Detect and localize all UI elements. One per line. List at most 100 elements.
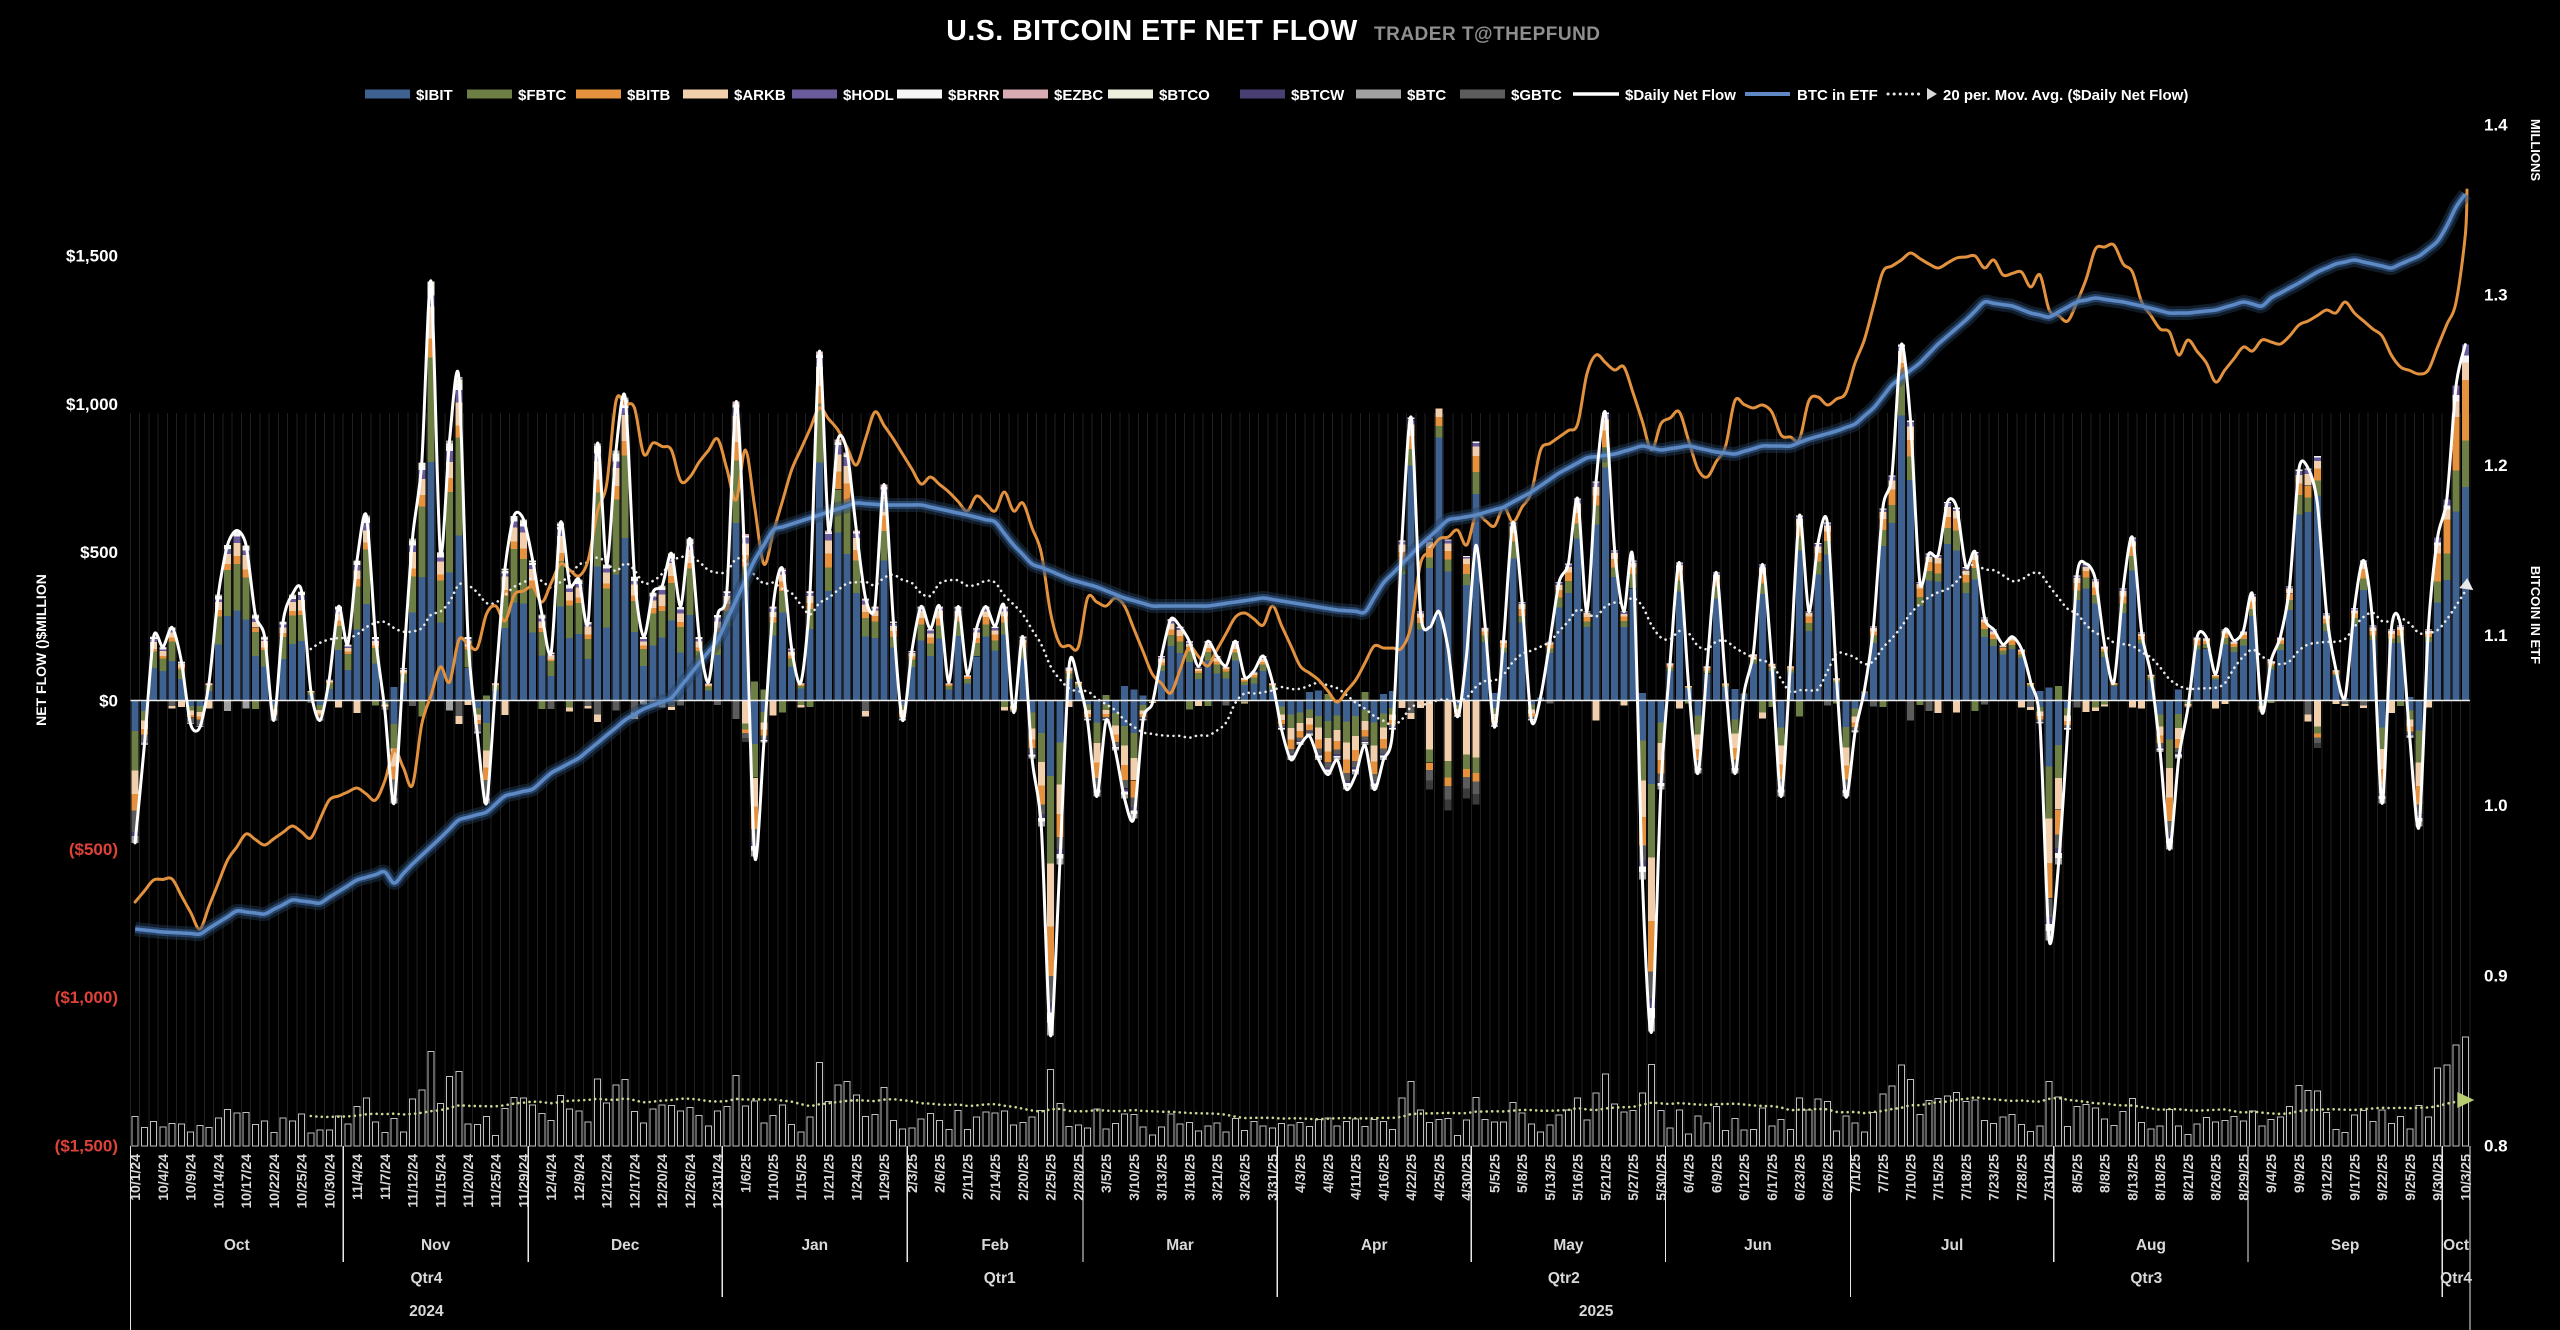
- svg-text:BITCOIN IN ETF: BITCOIN IN ETF: [2528, 566, 2543, 664]
- svg-text:3/5/25: 3/5/25: [1098, 1154, 1114, 1193]
- svg-text:$IBIT: $IBIT: [416, 87, 453, 104]
- svg-text:11/12/24: 11/12/24: [405, 1154, 421, 1208]
- svg-text:Oct: Oct: [224, 1237, 250, 1254]
- svg-text:2024: 2024: [409, 1303, 444, 1320]
- svg-text:Sep: Sep: [2331, 1237, 2359, 1254]
- svg-text:Jul: Jul: [1941, 1237, 1963, 1254]
- svg-text:1.1: 1.1: [2484, 626, 2508, 645]
- svg-text:$Daily Net Flow: $Daily Net Flow: [1625, 87, 1736, 104]
- svg-text:12/26/24: 12/26/24: [682, 1154, 698, 1209]
- svg-text:$ARKB: $ARKB: [734, 87, 786, 104]
- svg-text:6/26/25: 6/26/25: [1819, 1154, 1835, 1201]
- svg-text:12/20/24: 12/20/24: [654, 1154, 670, 1209]
- svg-text:10/1/24: 10/1/24: [127, 1154, 143, 1201]
- svg-text:11/29/24: 11/29/24: [516, 1154, 532, 1208]
- svg-text:1/29/25: 1/29/25: [876, 1154, 892, 1201]
- svg-text:Jan: Jan: [801, 1237, 828, 1254]
- svg-text:9/12/25: 9/12/25: [2319, 1154, 2335, 1201]
- svg-text:1/15/25: 1/15/25: [793, 1154, 809, 1201]
- svg-text:Feb: Feb: [981, 1237, 1009, 1254]
- svg-text:U.S. BITCOIN ETF NET FLOW: U.S. BITCOIN ETF NET FLOW: [946, 15, 1357, 47]
- svg-text:$BITB: $BITB: [627, 87, 671, 104]
- svg-text:1/21/25: 1/21/25: [821, 1154, 837, 1201]
- svg-text:4/8/25: 4/8/25: [1320, 1154, 1336, 1193]
- svg-text:7/1/25: 7/1/25: [1847, 1154, 1863, 1193]
- svg-text:($1,000): ($1,000): [55, 988, 118, 1007]
- svg-text:$BTCO: $BTCO: [1159, 87, 1210, 104]
- svg-text:BTC in ETF: BTC in ETF: [1797, 87, 1878, 104]
- svg-text:$500: $500: [80, 543, 118, 562]
- svg-text:4/22/25: 4/22/25: [1403, 1154, 1419, 1201]
- svg-text:$1,000: $1,000: [66, 395, 118, 414]
- svg-text:11/4/24: 11/4/24: [349, 1154, 365, 1200]
- svg-text:9/4/25: 9/4/25: [2263, 1154, 2279, 1193]
- svg-text:2/28/25: 2/28/25: [1070, 1154, 1086, 1201]
- svg-text:May: May: [1553, 1237, 1584, 1254]
- svg-text:10/30/24: 10/30/24: [321, 1154, 337, 1209]
- svg-text:5/13/25: 5/13/25: [1542, 1154, 1558, 1201]
- svg-text:4/11/25: 4/11/25: [1348, 1154, 1364, 1200]
- svg-text:10/17/24: 10/17/24: [238, 1154, 254, 1209]
- svg-text:12/17/24: 12/17/24: [627, 1154, 643, 1209]
- svg-text:Qtr1: Qtr1: [984, 1270, 1016, 1287]
- svg-text:10/4/24: 10/4/24: [155, 1154, 171, 1201]
- svg-text:3/31/25: 3/31/25: [1265, 1154, 1281, 1201]
- svg-text:3/10/25: 3/10/25: [1126, 1154, 1142, 1201]
- svg-text:10/22/24: 10/22/24: [266, 1154, 282, 1209]
- svg-text:Aug: Aug: [2136, 1237, 2166, 1254]
- svg-text:20 per. Mov. Avg. ($Daily Net: 20 per. Mov. Avg. ($Daily Net Flow): [1943, 87, 2188, 104]
- svg-text:$GBTC: $GBTC: [1511, 87, 1562, 104]
- svg-text:4/25/25: 4/25/25: [1431, 1154, 1447, 1201]
- svg-text:11/7/24: 11/7/24: [377, 1154, 393, 1200]
- svg-text:7/28/25: 7/28/25: [2014, 1154, 2030, 1201]
- svg-text:0.9: 0.9: [2484, 966, 2508, 985]
- svg-text:5/5/25: 5/5/25: [1486, 1154, 1502, 1193]
- svg-text:12/4/24: 12/4/24: [543, 1154, 559, 1201]
- svg-text:Qtr4: Qtr4: [2440, 1270, 2472, 1287]
- svg-text:8/26/25: 8/26/25: [2208, 1154, 2224, 1201]
- svg-text:0.8: 0.8: [2484, 1137, 2508, 1156]
- svg-text:5/30/25: 5/30/25: [1653, 1154, 1669, 1201]
- svg-text:8/5/25: 8/5/25: [2069, 1154, 2085, 1193]
- svg-text:9/17/25: 9/17/25: [2346, 1154, 2362, 1201]
- svg-text:$FBTC: $FBTC: [518, 87, 567, 104]
- svg-text:$1,500: $1,500: [66, 247, 118, 266]
- svg-text:1.2: 1.2: [2484, 456, 2508, 475]
- svg-text:8/8/25: 8/8/25: [2097, 1154, 2113, 1193]
- svg-text:2/14/25: 2/14/25: [987, 1154, 1003, 1201]
- svg-text:2/20/25: 2/20/25: [1015, 1154, 1031, 1201]
- svg-text:7/18/25: 7/18/25: [1958, 1154, 1974, 1201]
- svg-text:$EZBC: $EZBC: [1054, 87, 1103, 104]
- svg-text:7/10/25: 7/10/25: [1903, 1154, 1919, 1201]
- svg-text:5/8/25: 5/8/25: [1514, 1154, 1530, 1193]
- svg-text:12/9/24: 12/9/24: [571, 1154, 587, 1201]
- svg-text:6/12/25: 6/12/25: [1736, 1154, 1752, 1201]
- svg-text:1.0: 1.0: [2484, 796, 2508, 815]
- svg-text:6/9/25: 6/9/25: [1708, 1154, 1724, 1193]
- svg-text:$BTC: $BTC: [1407, 87, 1446, 104]
- svg-text:2/11/25: 2/11/25: [959, 1154, 975, 1200]
- svg-text:1.3: 1.3: [2484, 286, 2508, 305]
- svg-text:7/15/25: 7/15/25: [1930, 1154, 1946, 1201]
- svg-text:9/9/25: 9/9/25: [2291, 1154, 2307, 1193]
- svg-text:12/12/24: 12/12/24: [599, 1154, 615, 1209]
- svg-text:Apr: Apr: [1361, 1237, 1388, 1254]
- svg-text:9/22/25: 9/22/25: [2374, 1154, 2390, 1201]
- svg-text:$BRRR: $BRRR: [948, 87, 1000, 104]
- svg-text:3/18/25: 3/18/25: [1181, 1154, 1197, 1201]
- svg-text:NET FLOW ()$MILLION: NET FLOW ()$MILLION: [33, 574, 49, 726]
- svg-text:Qtr2: Qtr2: [1548, 1270, 1580, 1287]
- svg-text:3/13/25: 3/13/25: [1154, 1154, 1170, 1201]
- svg-text:8/13/25: 8/13/25: [2124, 1154, 2140, 1201]
- svg-text:6/23/25: 6/23/25: [1792, 1154, 1808, 1201]
- svg-text:($500): ($500): [69, 840, 118, 859]
- svg-text:2/6/25: 2/6/25: [932, 1154, 948, 1193]
- svg-text:7/23/25: 7/23/25: [1986, 1154, 2002, 1201]
- svg-text:1/24/25: 1/24/25: [848, 1154, 864, 1201]
- svg-text:7/7/25: 7/7/25: [1875, 1154, 1891, 1193]
- svg-text:$HODL: $HODL: [843, 87, 894, 104]
- svg-text:Qtr4: Qtr4: [410, 1270, 442, 1287]
- svg-text:3/21/25: 3/21/25: [1209, 1154, 1225, 1201]
- svg-text:8/29/25: 8/29/25: [2235, 1154, 2251, 1201]
- svg-text:11/15/24: 11/15/24: [432, 1154, 448, 1208]
